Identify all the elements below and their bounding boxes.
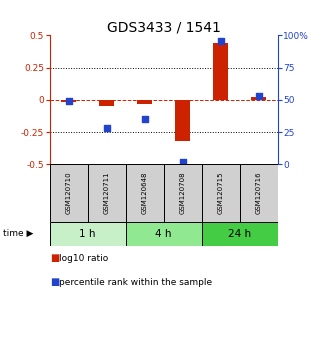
Bar <box>61 100 76 102</box>
Text: ■: ■ <box>50 278 59 287</box>
Text: percentile rank within the sample: percentile rank within the sample <box>59 278 213 287</box>
Point <box>218 38 223 44</box>
FancyBboxPatch shape <box>50 164 88 222</box>
FancyBboxPatch shape <box>202 222 278 246</box>
Text: GSM120716: GSM120716 <box>256 172 262 214</box>
Point <box>142 116 147 122</box>
Text: 24 h: 24 h <box>228 229 251 239</box>
Point <box>66 98 71 104</box>
Text: GSM120715: GSM120715 <box>218 172 224 214</box>
FancyBboxPatch shape <box>126 222 202 246</box>
FancyBboxPatch shape <box>50 222 126 246</box>
FancyBboxPatch shape <box>126 164 164 222</box>
Bar <box>137 100 152 104</box>
Point <box>256 93 261 99</box>
Text: log10 ratio: log10 ratio <box>59 254 108 263</box>
Title: GDS3433 / 1541: GDS3433 / 1541 <box>107 20 221 34</box>
Text: GSM120648: GSM120648 <box>142 172 148 214</box>
Text: GSM120711: GSM120711 <box>104 172 110 214</box>
Text: GSM120710: GSM120710 <box>66 172 72 214</box>
Bar <box>175 100 190 141</box>
FancyBboxPatch shape <box>202 164 240 222</box>
FancyBboxPatch shape <box>240 164 278 222</box>
Text: ■: ■ <box>50 253 59 263</box>
Text: time ▶: time ▶ <box>3 229 34 238</box>
Text: GSM120708: GSM120708 <box>180 172 186 214</box>
Bar <box>251 97 266 100</box>
FancyBboxPatch shape <box>164 164 202 222</box>
Point <box>180 159 185 165</box>
Text: 1 h: 1 h <box>80 229 96 239</box>
Text: 4 h: 4 h <box>155 229 172 239</box>
Point <box>104 125 109 131</box>
FancyBboxPatch shape <box>88 164 126 222</box>
Bar <box>213 43 228 100</box>
Bar <box>99 100 114 106</box>
